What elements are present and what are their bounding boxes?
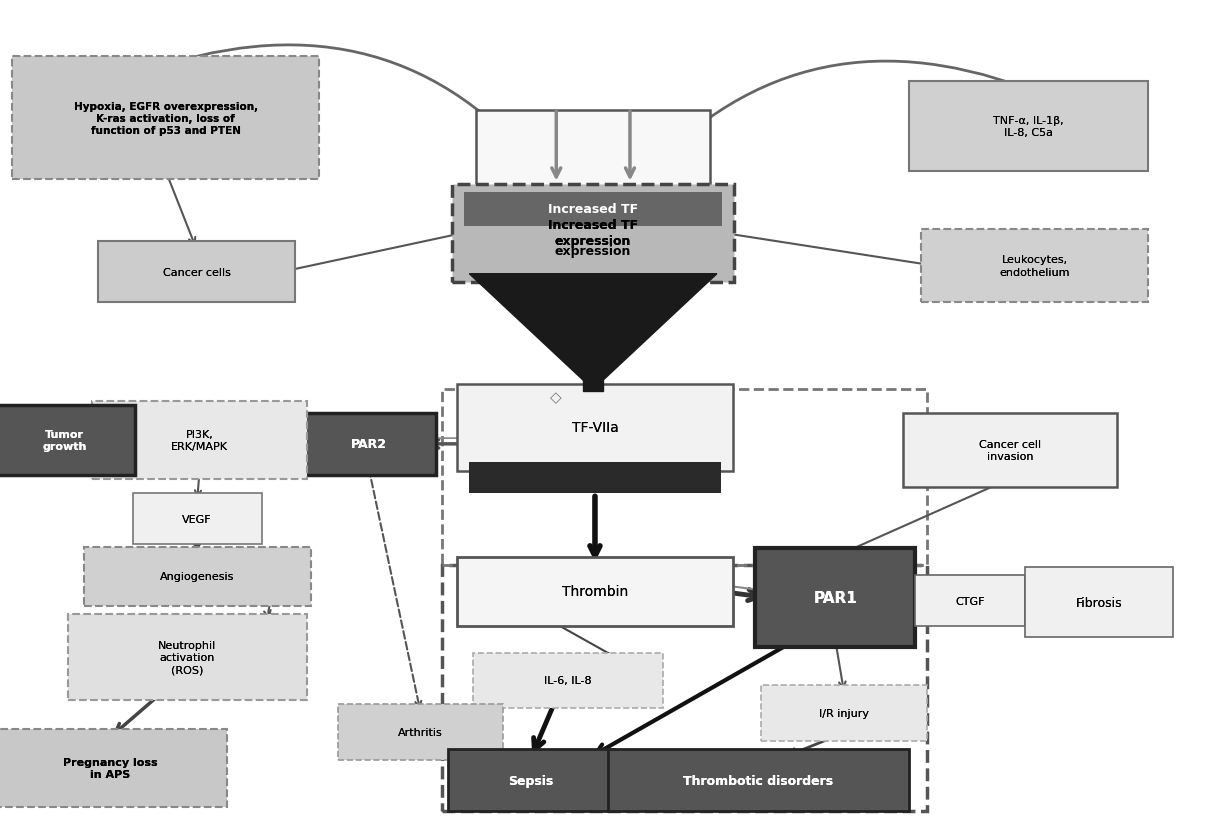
Text: Thrombotic disorders: Thrombotic disorders <box>683 774 834 786</box>
FancyBboxPatch shape <box>457 385 733 471</box>
FancyBboxPatch shape <box>338 704 503 760</box>
Text: PAR2: PAR2 <box>350 438 387 450</box>
Text: ◇: ◇ <box>550 390 562 405</box>
Text: Pregnancy loss
in APS: Pregnancy loss in APS <box>63 757 158 779</box>
Text: Hypoxia, EGFR overexpression,
K-ras activation, loss of
function of p53 and PTEN: Hypoxia, EGFR overexpression, K-ras acti… <box>74 102 258 136</box>
Text: PAR1: PAR1 <box>813 590 857 605</box>
FancyBboxPatch shape <box>84 547 311 606</box>
Polygon shape <box>583 381 603 391</box>
Text: TF-VIIa: TF-VIIa <box>571 421 619 435</box>
Text: Arthritis: Arthritis <box>398 727 443 737</box>
FancyBboxPatch shape <box>452 184 734 283</box>
Text: CTGF: CTGF <box>955 596 985 606</box>
Text: Increased TF
expression: Increased TF expression <box>548 219 639 248</box>
Text: Increased TF: Increased TF <box>548 203 639 216</box>
FancyBboxPatch shape <box>469 463 721 494</box>
FancyBboxPatch shape <box>92 401 307 479</box>
Text: TNF-α, IL-1β,
IL-8, C5a: TNF-α, IL-1β, IL-8, C5a <box>993 115 1063 138</box>
Text: VEGF: VEGF <box>182 514 212 524</box>
FancyBboxPatch shape <box>608 749 909 811</box>
FancyBboxPatch shape <box>98 242 295 303</box>
FancyBboxPatch shape <box>0 405 135 475</box>
FancyBboxPatch shape <box>464 192 722 227</box>
Text: PAR2: PAR2 <box>350 438 387 450</box>
Text: Thrombin: Thrombin <box>562 585 628 599</box>
Text: Leukocytes,
endothelium: Leukocytes, endothelium <box>1000 255 1070 278</box>
Text: Fibrosis: Fibrosis <box>1076 596 1122 609</box>
FancyBboxPatch shape <box>903 414 1117 487</box>
Text: Arthritis: Arthritis <box>398 727 443 737</box>
Text: Cancer cell
invasion: Cancer cell invasion <box>979 439 1041 462</box>
Text: PAR1: PAR1 <box>813 590 857 605</box>
FancyBboxPatch shape <box>448 749 614 811</box>
Text: PI3K,
ERK/MAPK: PI3K, ERK/MAPK <box>171 429 228 451</box>
FancyBboxPatch shape <box>476 111 710 192</box>
FancyBboxPatch shape <box>1025 568 1173 637</box>
Text: Fibrosis: Fibrosis <box>1076 596 1122 609</box>
Text: VEGF: VEGF <box>182 514 212 524</box>
FancyBboxPatch shape <box>301 414 436 475</box>
Polygon shape <box>469 274 717 381</box>
Text: Cancer cells: Cancer cells <box>162 267 231 278</box>
Text: Hypoxia, EGFR overexpression,
K-ras activation, loss of
function of p53 and PTEN: Hypoxia, EGFR overexpression, K-ras acti… <box>74 102 258 136</box>
Text: Pregnancy loss
in APS: Pregnancy loss in APS <box>63 757 158 779</box>
Text: Sepsis: Sepsis <box>508 774 554 786</box>
Text: IL-6, IL-8: IL-6, IL-8 <box>544 676 592 686</box>
Text: PI3K,
ERK/MAPK: PI3K, ERK/MAPK <box>171 429 228 451</box>
FancyBboxPatch shape <box>921 229 1148 303</box>
Text: Sepsis: Sepsis <box>508 774 554 786</box>
FancyBboxPatch shape <box>133 494 262 545</box>
Text: Thrombotic disorders: Thrombotic disorders <box>683 774 834 786</box>
FancyBboxPatch shape <box>755 549 915 647</box>
Text: IL-6, IL-8: IL-6, IL-8 <box>544 676 592 686</box>
Text: Cancer cells: Cancer cells <box>162 267 231 278</box>
FancyBboxPatch shape <box>457 557 733 627</box>
FancyBboxPatch shape <box>68 614 307 700</box>
FancyBboxPatch shape <box>473 653 663 708</box>
Text: Neutrophil
activation
(ROS): Neutrophil activation (ROS) <box>158 640 216 675</box>
Text: CTGF: CTGF <box>955 596 985 606</box>
Text: TF-VIIa: TF-VIIa <box>571 421 619 435</box>
FancyBboxPatch shape <box>915 576 1025 627</box>
Text: Leukocytes,
endothelium: Leukocytes, endothelium <box>1000 255 1070 278</box>
Text: Tumor
growth: Tumor growth <box>42 429 87 451</box>
Text: I/R injury: I/R injury <box>819 708 869 718</box>
FancyBboxPatch shape <box>761 686 927 741</box>
Text: Thrombin: Thrombin <box>562 585 628 599</box>
FancyBboxPatch shape <box>12 57 319 180</box>
Text: Angiogenesis: Angiogenesis <box>160 572 235 581</box>
Text: Increased TF
expression: Increased TF expression <box>548 219 639 248</box>
FancyBboxPatch shape <box>909 82 1148 172</box>
Text: I/R injury: I/R injury <box>819 708 869 718</box>
Text: Tumor
growth: Tumor growth <box>42 429 87 451</box>
Text: Cancer cell
invasion: Cancer cell invasion <box>979 439 1041 462</box>
Text: expression: expression <box>555 245 631 258</box>
Text: TNF-α, IL-1β,
IL-8, C5a: TNF-α, IL-1β, IL-8, C5a <box>993 115 1063 138</box>
Text: Neutrophil
activation
(ROS): Neutrophil activation (ROS) <box>158 640 216 675</box>
FancyBboxPatch shape <box>0 729 227 807</box>
Text: Angiogenesis: Angiogenesis <box>160 572 235 581</box>
